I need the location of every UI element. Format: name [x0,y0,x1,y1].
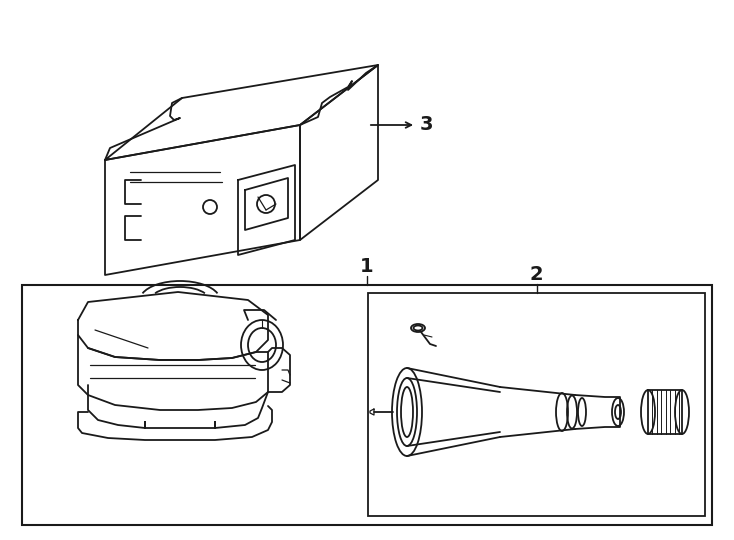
Text: 3: 3 [420,116,434,134]
Bar [368,293,705,516]
Text: 2: 2 [530,266,543,285]
Text: 1: 1 [360,258,374,276]
Bar [22,285,712,525]
